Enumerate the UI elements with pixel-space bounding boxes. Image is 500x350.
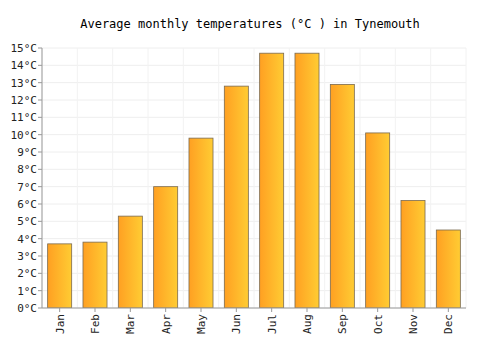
y-tick-label: 0°C — [17, 302, 37, 315]
grid-line-vertical — [112, 48, 113, 308]
chart-container: Average monthly temperatures (°C ) in Ty… — [0, 0, 500, 350]
x-tick-label: Dec — [442, 314, 455, 334]
x-tick — [342, 308, 343, 312]
y-tick — [38, 204, 42, 205]
grid-line-vertical — [395, 48, 396, 308]
x-tick-label: Sep — [336, 314, 349, 334]
y-tick — [38, 186, 42, 187]
grid — [42, 48, 466, 308]
x-tick — [165, 308, 166, 312]
bar — [189, 138, 213, 308]
y-tick — [38, 273, 42, 274]
y-tick-label: 6°C — [17, 198, 37, 211]
y-tick-label: 1°C — [17, 285, 37, 298]
y-tick-label: 3°C — [17, 250, 37, 263]
grid-line-vertical — [183, 48, 184, 308]
grid-line-vertical — [466, 48, 467, 308]
x-axis — [42, 308, 466, 309]
bar — [118, 216, 142, 308]
y-tick — [38, 169, 42, 170]
x-tick — [201, 308, 202, 312]
x-tick — [59, 308, 60, 312]
grid-line-vertical — [360, 48, 361, 308]
y-tick-label: 4°C — [17, 233, 37, 246]
x-tick-label: Mar — [124, 314, 137, 334]
y-tick-label: 7°C — [17, 181, 37, 194]
x-tick — [448, 308, 449, 312]
bar — [330, 84, 354, 308]
y-tick — [38, 117, 42, 118]
x-tick — [377, 308, 378, 312]
grid-line-vertical — [77, 48, 78, 308]
y-tick-label: 13°C — [11, 77, 38, 90]
x-tick-label: Oct — [372, 314, 385, 334]
grid-line-vertical — [254, 48, 255, 308]
y-tick — [38, 134, 42, 135]
bar — [48, 244, 72, 308]
x-tick — [236, 308, 237, 312]
x-tick — [95, 308, 96, 312]
x-tick-label: Jun — [230, 314, 243, 334]
grid-line-vertical — [42, 48, 43, 308]
y-tick — [38, 152, 42, 153]
bar — [436, 230, 460, 308]
y-tick — [38, 82, 42, 83]
x-tick-label: Feb — [89, 314, 102, 334]
y-tick-label: 10°C — [11, 129, 38, 142]
y-tick-label: 14°C — [11, 59, 38, 72]
x-tick — [413, 308, 414, 312]
grid-line-vertical — [324, 48, 325, 308]
y-tick — [38, 256, 42, 257]
bar — [401, 201, 425, 308]
y-tick-label: 9°C — [17, 146, 37, 159]
y-tick-label: 11°C — [11, 111, 38, 124]
x-tick-label: Nov — [407, 314, 420, 334]
bars — [48, 53, 461, 308]
bar — [260, 53, 284, 308]
y-tick — [38, 48, 42, 49]
title: Average monthly temperatures (°C ) in Ty… — [80, 17, 420, 31]
x-tick — [271, 308, 272, 312]
y-tick-label: 8°C — [17, 163, 37, 176]
grid-line-vertical — [430, 48, 431, 308]
grid-line-vertical — [148, 48, 149, 308]
chart: Average monthly temperatures (°C ) in Ty… — [0, 0, 500, 350]
y-tick-label: 12°C — [11, 94, 38, 107]
y-tick — [38, 238, 42, 239]
y-tick — [38, 290, 42, 291]
y-tick — [38, 65, 42, 66]
x-tick-label: Apr — [160, 314, 173, 334]
y-tick-label: 15°C — [11, 42, 38, 55]
x-tick-label: Jul — [266, 314, 279, 334]
grid-line-vertical — [289, 48, 290, 308]
x-tick-label: Jan — [54, 314, 67, 334]
y-axis — [42, 48, 43, 308]
bar — [224, 86, 248, 308]
x-tick — [307, 308, 308, 312]
bar — [295, 53, 319, 308]
y-tick — [38, 100, 42, 101]
grid-line — [42, 308, 466, 309]
y-tick-label: 5°C — [17, 215, 37, 228]
x-tick-label: Aug — [301, 314, 314, 334]
bar — [83, 242, 107, 308]
bar — [154, 187, 178, 308]
x-tick — [130, 308, 131, 312]
bar — [366, 133, 390, 308]
y-tick-label: 2°C — [17, 267, 37, 280]
y-tick — [38, 221, 42, 222]
x-tick-label: May — [195, 314, 208, 334]
y-tick — [38, 308, 42, 309]
grid-line-vertical — [218, 48, 219, 308]
